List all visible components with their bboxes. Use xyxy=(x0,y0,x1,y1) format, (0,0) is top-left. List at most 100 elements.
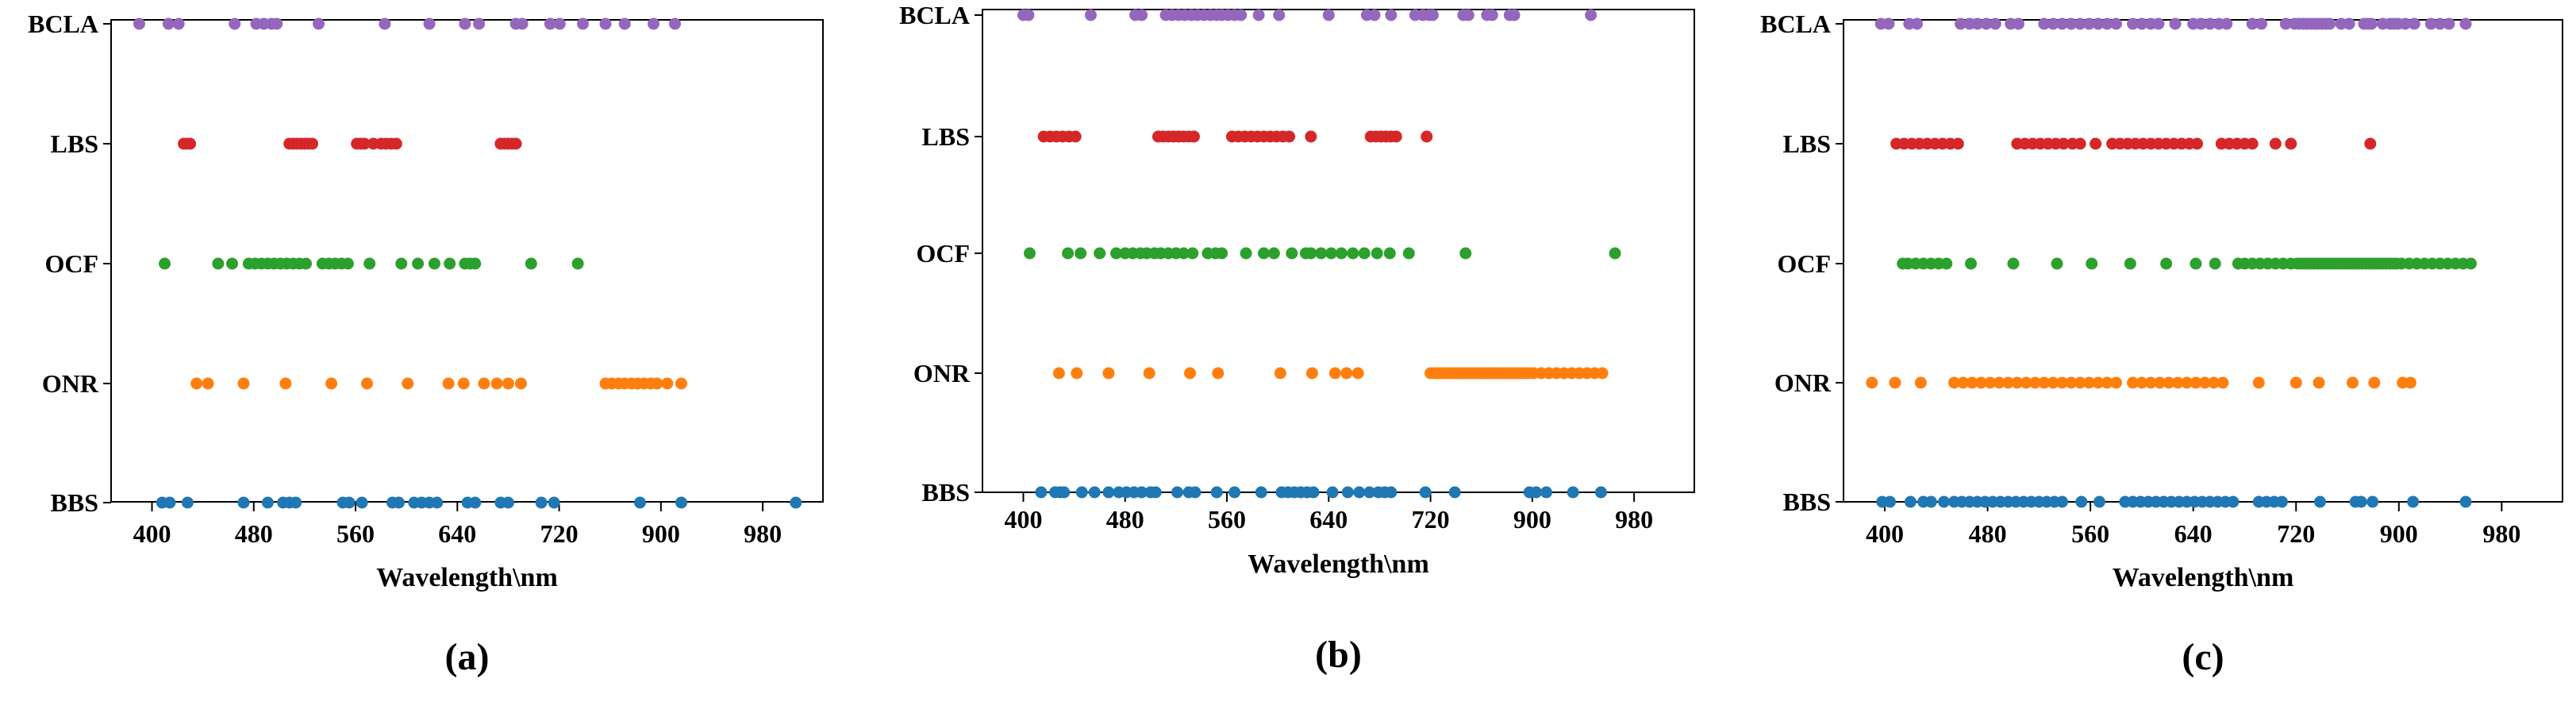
data-point-bcla xyxy=(313,17,325,30)
data-point-bbs xyxy=(1448,486,1461,499)
data-point-onr xyxy=(2101,376,2113,389)
data-point-bcla xyxy=(229,17,241,30)
data-point-bbs xyxy=(1567,486,1579,499)
data-point-lbs xyxy=(184,137,197,150)
data-point-lbs xyxy=(2364,137,2377,150)
data-point-bcla xyxy=(2324,17,2336,30)
data-point-lbs xyxy=(2191,137,2204,150)
data-point-lbs xyxy=(2285,137,2297,150)
data-point-ocf xyxy=(2051,257,2063,270)
data-point-bcla xyxy=(2399,17,2412,30)
data-point-bbs xyxy=(1363,486,1376,499)
data-point-onr xyxy=(2171,376,2184,389)
data-point-lbs xyxy=(2057,137,2070,150)
data-point-onr xyxy=(478,377,490,390)
data-point-ocf xyxy=(2086,257,2098,270)
y-tick-label-ocf: OCF xyxy=(916,239,970,268)
data-point-onr xyxy=(2163,376,2175,389)
data-point-bcla xyxy=(2204,17,2217,30)
data-point-ocf xyxy=(1186,247,1199,260)
data-point-ocf xyxy=(1371,247,1383,260)
data-point-bbs xyxy=(1540,486,1552,499)
panel-label: (b) xyxy=(1315,634,1362,676)
data-point-lbs xyxy=(1283,130,1296,143)
data-point-onr xyxy=(1957,376,1970,389)
data-point-bcla xyxy=(2434,17,2447,30)
data-point-onr xyxy=(2190,376,2202,389)
x-tick-label-980: 980 xyxy=(2482,519,2520,548)
data-point-ocf xyxy=(1094,247,1106,260)
data-point-onr xyxy=(237,377,250,390)
x-tick-label-900: 900 xyxy=(1513,505,1551,534)
data-point-bbs xyxy=(431,496,444,509)
data-point-onr xyxy=(1974,376,1987,389)
data-point-onr xyxy=(2290,376,2302,389)
data-point-bcla xyxy=(2012,17,2024,30)
data-point-bcla xyxy=(544,17,556,30)
data-point-onr xyxy=(675,377,687,390)
x-tick-label-720: 720 xyxy=(1412,505,1450,534)
data-point-bbs xyxy=(2366,495,2379,508)
data-point-ocf xyxy=(1347,247,1359,260)
series-bbs xyxy=(1035,486,1607,499)
data-point-ocf xyxy=(1024,247,1036,260)
data-point-bbs xyxy=(343,496,356,509)
data-point-onr xyxy=(1071,367,1083,380)
data-point-onr xyxy=(1052,367,1065,380)
x-tick-label-900: 900 xyxy=(2380,519,2418,548)
series-bcla xyxy=(1017,9,1598,21)
x-tick-label-720: 720 xyxy=(540,519,579,548)
series-onr xyxy=(1866,376,2416,389)
data-point-bcla xyxy=(2127,17,2140,30)
data-point-ocf xyxy=(1178,247,1190,260)
data-point-onr xyxy=(2404,376,2416,389)
data-point-bcla xyxy=(2343,17,2355,30)
data-point-bbs xyxy=(1353,486,1366,499)
data-point-onr xyxy=(1914,376,1927,389)
data-point-bbs xyxy=(1594,486,1607,499)
data-point-bbs xyxy=(1058,486,1071,499)
data-point-bcla xyxy=(2424,17,2437,30)
data-point-onr xyxy=(1889,376,1901,389)
data-point-bcla xyxy=(459,17,471,30)
data-point-bbs xyxy=(675,496,687,509)
data-point-onr xyxy=(1596,367,1609,380)
data-point-onr xyxy=(1984,376,1997,389)
data-point-ocf xyxy=(1325,247,1338,260)
data-point-bbs xyxy=(1075,486,1088,499)
data-point-bcla xyxy=(133,17,145,30)
data-point-ocf xyxy=(428,257,440,270)
data-point-bcla xyxy=(1486,9,1498,21)
data-point-ocf xyxy=(212,257,225,270)
data-point-bcla xyxy=(553,17,566,30)
x-tick-label-640: 640 xyxy=(438,519,476,548)
data-point-lbs xyxy=(2074,137,2086,150)
data-point-ocf xyxy=(395,257,408,270)
data-point-bcla xyxy=(516,17,529,30)
panel-label: (a) xyxy=(445,636,490,678)
data-point-onr xyxy=(279,377,292,390)
data-point-bbs xyxy=(2313,495,2326,508)
data-point-ocf xyxy=(1383,247,1396,260)
data-point-ocf xyxy=(159,257,171,270)
panel-c: BBS ONR OCF LBS BCLA 400 480 560 640 720 900 980 Wav… xyxy=(1760,10,2563,678)
data-point-ocf xyxy=(226,257,239,270)
data-point-onr xyxy=(2083,376,2096,389)
data-point-bbs xyxy=(1341,486,1354,499)
y-tick-label-bbs: BBS xyxy=(922,478,970,507)
data-point-onr xyxy=(1328,367,1341,380)
data-point-bcla xyxy=(1882,17,1895,30)
data-point-onr xyxy=(2020,376,2032,389)
data-point-bbs xyxy=(1904,495,1917,508)
data-point-bcla xyxy=(1252,9,1265,21)
data-point-lbs xyxy=(1069,130,1082,143)
data-point-ocf xyxy=(1335,247,1348,260)
data-point-ocf xyxy=(1459,247,1472,260)
series-lbs xyxy=(1037,130,1433,143)
x-tick-label-560: 560 xyxy=(2071,519,2109,548)
data-point-ocf xyxy=(1240,247,1252,260)
data-point-onr xyxy=(2252,376,2265,389)
data-point-bcla xyxy=(2152,17,2165,30)
data-point-onr xyxy=(2074,376,2086,389)
data-point-onr xyxy=(1274,367,1286,380)
